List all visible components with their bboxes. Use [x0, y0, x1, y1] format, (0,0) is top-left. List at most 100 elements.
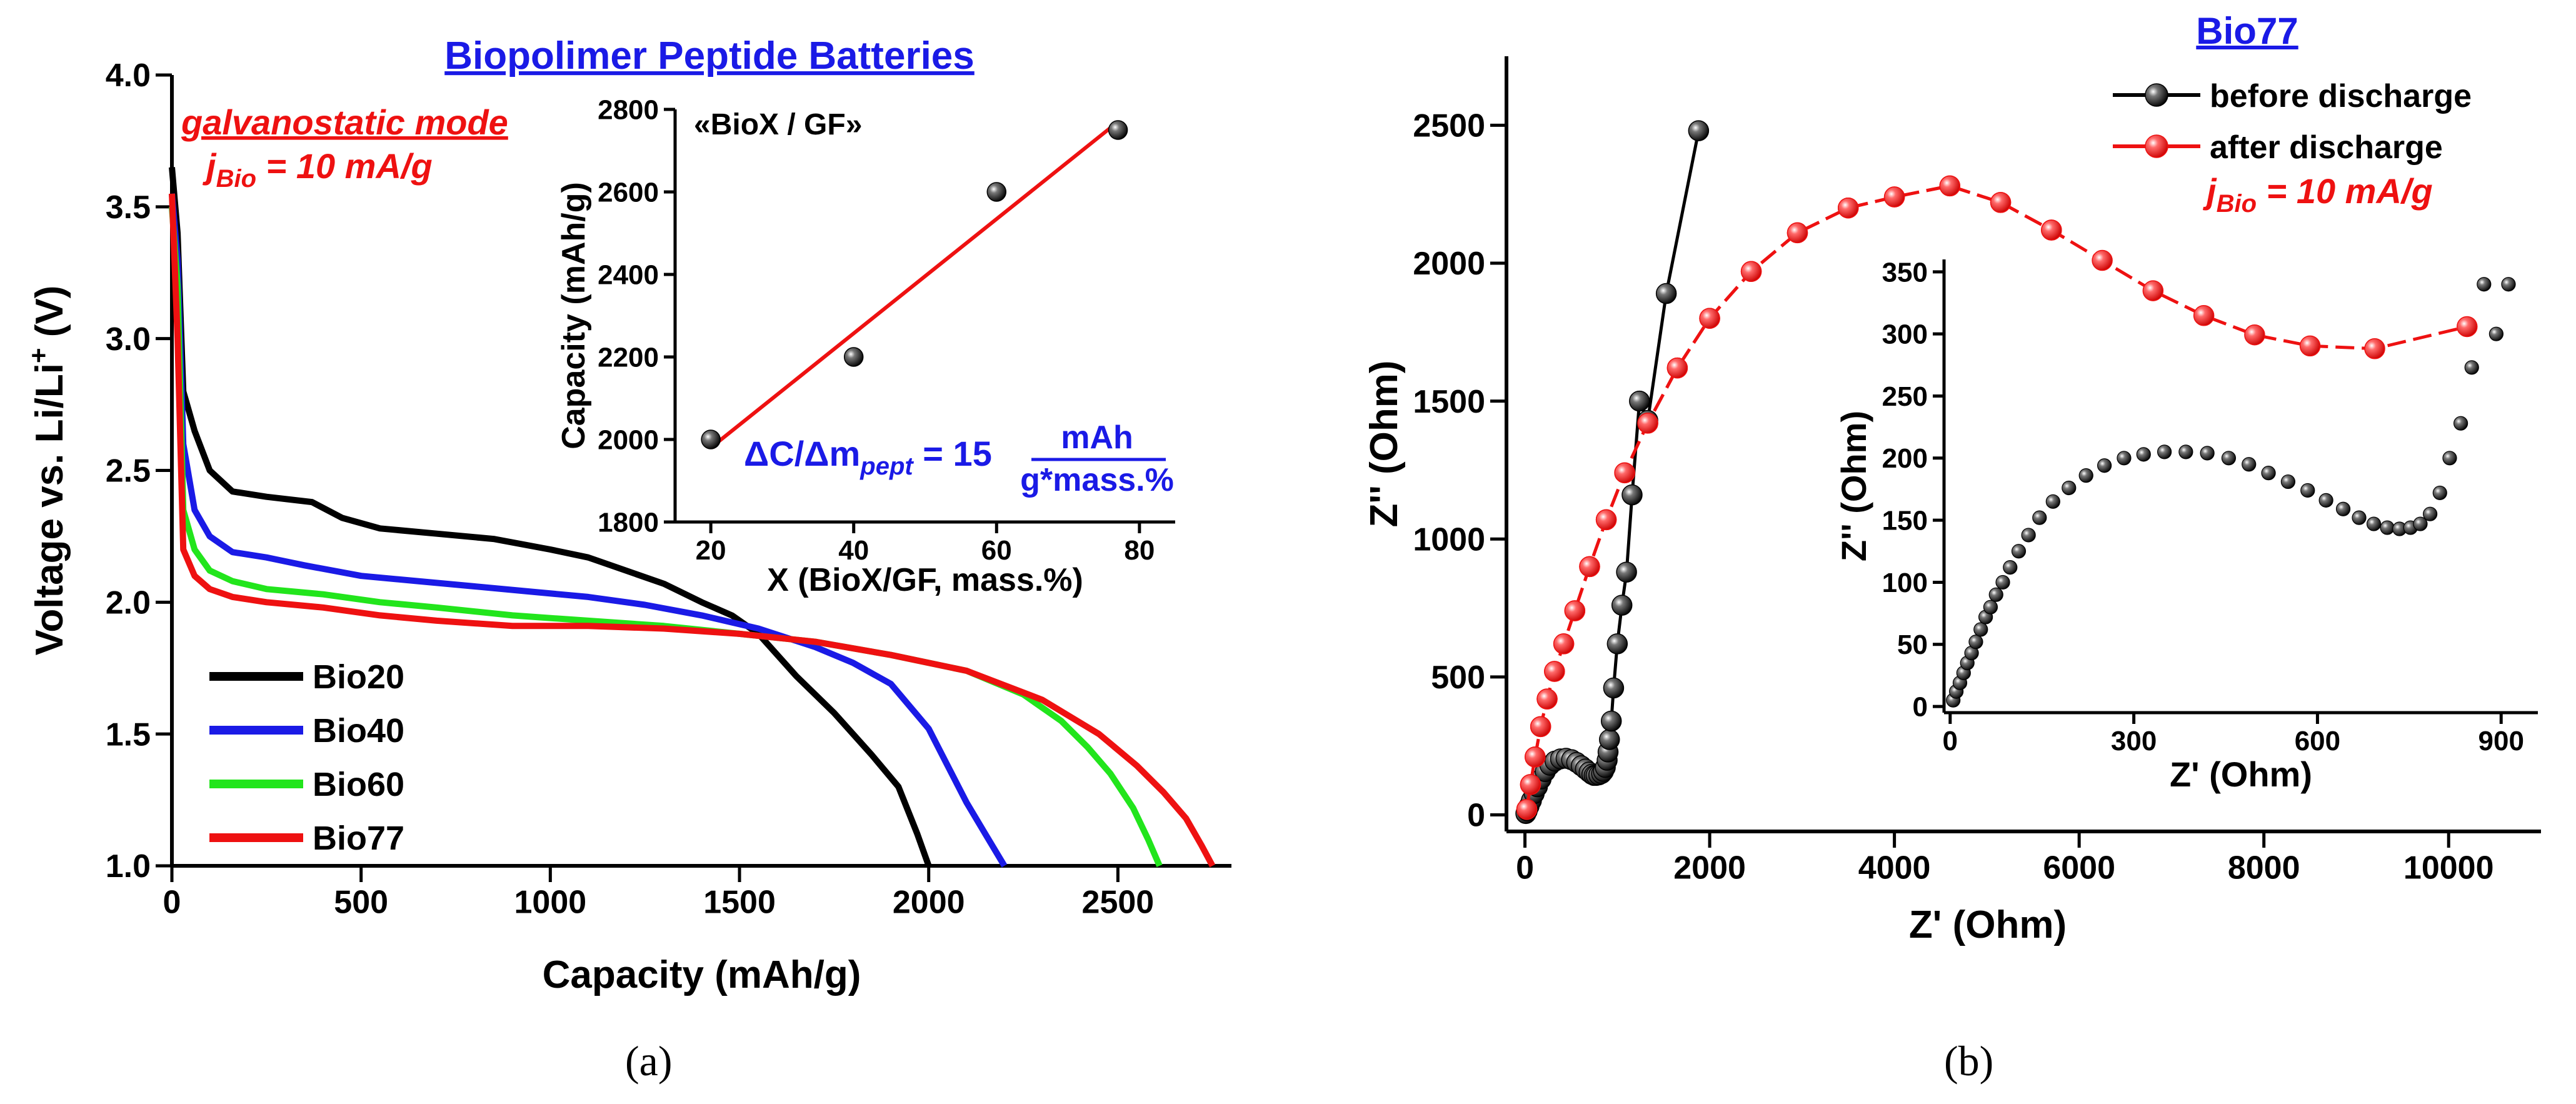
series-after-marker-overlay — [1883, 186, 1905, 208]
chart-b-xtick-label: 8000 — [2228, 850, 2300, 886]
series-after-marker-overlay — [1837, 197, 1859, 219]
chart-b-xtick-label: 0 — [1516, 850, 1534, 886]
series-after-marker-overlay — [1525, 746, 1546, 768]
series-after-marker-overlay — [1595, 509, 1617, 531]
inset-b-point — [2200, 446, 2215, 461]
annotation-j-sub: Bio — [216, 165, 256, 193]
annotation-b-j: j — [2202, 171, 2217, 211]
inset-b-ytick-label: 50 — [1897, 630, 1928, 660]
series-after-marker-overlay — [1787, 222, 1808, 244]
series-before-marker — [1616, 561, 1637, 583]
chart-b-xtick-label: 2000 — [1673, 850, 1746, 886]
series-after-marker-overlay — [1637, 413, 1658, 434]
chart-a-annotation-mode: galvanostatic mode — [181, 103, 508, 142]
chart-a-xlabel: Capacity (mAh/g) — [543, 953, 861, 996]
series-after-marker-overlay — [1579, 556, 1600, 578]
inset-b-point — [2442, 451, 2457, 466]
annotation-j-rest: = 10 mA/g — [256, 146, 433, 186]
legend-label-bio77: Bio77 — [313, 820, 404, 857]
equation-equals: = 15 — [913, 434, 992, 473]
chart-a-ytick-label: 2.5 — [106, 453, 151, 489]
inset-b-point — [2117, 451, 2132, 466]
inset-a-point — [701, 429, 721, 449]
equation-numerator: mAh — [1061, 419, 1133, 456]
series-after-marker-overlay — [1520, 774, 1541, 795]
chart-a-ylabel-main: Voltage vs. Li/Li — [28, 363, 71, 655]
series-after-marker-overlay — [2244, 324, 2265, 346]
chart-a-xtick-label: 1000 — [514, 884, 587, 920]
annotation-b-j-sub: Bio — [2217, 190, 2257, 218]
chart-a-ylabel: Voltage vs. Li/Li+ (V) — [24, 286, 71, 656]
subfigure-label-b: (b) — [1944, 1037, 1993, 1085]
panel-b: 0 2000 4000 6000 8000 10000050010001500200025… — [1363, 10, 2544, 1085]
legend-label-bio40: Bio40 — [313, 712, 404, 750]
series-after-marker-overlay — [1544, 661, 1565, 682]
inset-b-ytick-label: 150 — [1882, 506, 1928, 536]
inset-a-fit-line — [709, 120, 1120, 449]
inset-b-point — [1988, 587, 2003, 602]
inset-a-xtick-label: 80 — [1124, 535, 1155, 566]
inset-b-point — [2003, 560, 2018, 575]
series-after-marker-overlay — [2041, 219, 2062, 241]
legend-label-bio60: Bio60 — [313, 766, 404, 803]
series-after-marker-overlay — [1564, 600, 1586, 621]
inset-b-point — [2021, 528, 2036, 543]
chart-b-ytick-label: 500 — [1431, 660, 1485, 696]
chart-a-xtick-label: 2500 — [1082, 884, 1155, 920]
series-before-marker — [1600, 710, 1622, 732]
series-before-marker — [1629, 390, 1650, 412]
inset-a-ytick-label: 2200 — [598, 342, 659, 373]
series-after-marker-overlay — [1740, 261, 1762, 282]
inset-b-xtick-label: 300 — [2111, 726, 2157, 756]
series-after-line-overlay — [1525, 184, 2468, 810]
legend-swatch-marker-0 — [2145, 83, 2168, 107]
inset-b-point — [2300, 483, 2315, 498]
inset-b-point — [2488, 326, 2504, 341]
series-after-marker-overlay — [2092, 249, 2113, 271]
series-after-marker-overlay — [1536, 688, 1558, 710]
series-after-marker-overlay — [1614, 462, 1635, 484]
inset-a-xtick-label: 20 — [696, 535, 726, 566]
inset-b-point — [2280, 474, 2296, 489]
series-before-marker — [1621, 484, 1643, 506]
subfigure-label-a: (a) — [625, 1037, 672, 1085]
inset-b-point — [2352, 510, 2367, 525]
inset-b-point — [2157, 444, 2172, 459]
chart-b-title: Bio77 — [2196, 10, 2298, 52]
inset-b-point — [1968, 635, 1983, 650]
chart-b-ytick-label: 2000 — [1413, 246, 1485, 282]
series-bio20 — [169, 167, 932, 867]
inset-b-point — [2261, 466, 2276, 481]
chart-a-annotation-current: jBio = 10 mA/g — [202, 146, 433, 193]
inset-a-ytick-label: 2600 — [598, 177, 659, 208]
series-after-marker-overlay — [2299, 335, 2321, 357]
chart-a-ytick-label: 3.5 — [106, 189, 151, 226]
series-bio60 — [169, 206, 1163, 867]
series-bio77 — [169, 193, 1216, 868]
legend-label-bio20: Bio20 — [313, 658, 404, 696]
series-after-marker-overlay — [2457, 316, 2478, 338]
inset-b-ytick-label: 100 — [1882, 568, 1928, 598]
chart-b-ytick-label: 1500 — [1413, 384, 1485, 420]
chart-a-ytick-label: 1.5 — [106, 716, 151, 753]
inset-b-point — [2178, 444, 2193, 459]
chart-b-xtick-label: 4000 — [1858, 850, 1931, 886]
inset-b-point — [2464, 360, 2479, 375]
inset-a-point — [986, 182, 1007, 202]
inset-b-ylabel: Z'' (Ohm) — [1834, 411, 1873, 561]
inset-b-xtick-label: 0 — [1943, 726, 1958, 756]
inset-b-point — [2062, 480, 2077, 496]
equation-lhs-sub: pept — [860, 453, 914, 480]
chart-b-ytick-label: 2500 — [1413, 108, 1485, 144]
panel-a: Biopolimer Peptide Batteries 0 500 1000 1500… — [24, 34, 1231, 1085]
series-before-marker — [1603, 677, 1625, 699]
annotation-b-j-rest: = 10 mA/g — [2257, 171, 2433, 211]
inset-b-point — [2221, 451, 2237, 466]
series-before-marker — [1688, 120, 1710, 141]
inset-b-ytick-label: 350 — [1882, 257, 1928, 288]
series-after-marker-overlay — [1699, 308, 1720, 329]
inset-b-ytick-label: 0 — [1913, 691, 1928, 722]
chart-a-xtick-label: 500 — [334, 884, 388, 920]
inset-a-point — [1108, 120, 1128, 140]
chart-a-ytick-label: 4.0 — [106, 58, 151, 94]
